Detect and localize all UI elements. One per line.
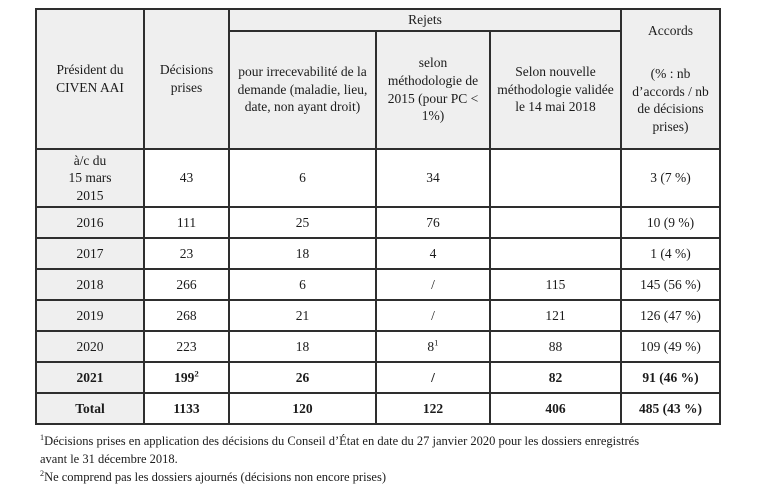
value-cell: 10 (9 %) [620, 206, 722, 240]
value-cell: 1133 [143, 392, 230, 426]
table-row: 2021 1992 26/82 91 (46 %) [35, 361, 722, 395]
value-cell [488, 206, 623, 240]
table-row: 2019 268 21/121 126 (47 %) [35, 299, 722, 333]
value-cell: 23 [143, 237, 230, 271]
table-body: à/c du 15 mars 2015 43 6 34 3 (7 %) 2016 111 25 76… [35, 147, 722, 426]
value-cell: 485 (43 %) [620, 392, 722, 426]
value-cell: 25 [228, 206, 377, 240]
value-cell: 88 [488, 330, 623, 364]
row-label-cell: 2021 [35, 361, 145, 395]
value-cell: 1992 [143, 361, 230, 395]
table-row: à/c du 15 mars 2015 43 6 34 3 (7 %) [35, 147, 722, 209]
header-row-groups: Président du CIVEN AAI Décisions prises … [35, 8, 722, 150]
row-label-cell: à/c du 15 mars 2015 [35, 147, 145, 209]
value-cell: 266 [143, 268, 230, 302]
value-cell: / [375, 361, 491, 395]
value-cell: 1 (4 %) [620, 237, 722, 271]
footnote-marker: 1 [40, 432, 45, 442]
header-rejet-irrecevabilite: pour irrecevabilité de la demande (malad… [228, 29, 377, 150]
footnote: 2Ne comprend pas les dossiers ajournés (… [40, 469, 386, 485]
value-cell: 115 [488, 268, 623, 302]
header-accords: Accords (% : nb d’accords / nb de décisi… [620, 8, 722, 150]
table-row: 2020 223 18 81 88 109 (49 %) [35, 330, 722, 364]
civen-decisions-table: Président du CIVEN AAI Décisions prises … [35, 8, 722, 426]
row-label-cell: 2017 [35, 237, 145, 271]
value-cell: 76 [375, 206, 491, 240]
value-cell: 4 [375, 237, 491, 271]
header-accords-title: Accords [648, 23, 693, 39]
value-cell: 34 [375, 147, 491, 209]
value-cell: 109 (49 %) [620, 330, 722, 364]
header-rejets-group: Rejets [227, 8, 623, 32]
value-cell: 223 [143, 330, 230, 364]
table-row: 2018 266 6/115 145 (56 %) [35, 268, 722, 302]
value-cell: 18 [228, 237, 377, 271]
header-rejet-methodo-2015: selon méthodologie de 2015 (pour PC < 1%… [375, 29, 491, 150]
table-row: 2016 111 25 76 10 (9 %) [35, 206, 722, 240]
value-cell: 91 (46 %) [620, 361, 722, 395]
header-president-civen: Président du CIVEN AAI [35, 8, 145, 150]
value-cell: 121 [488, 299, 623, 333]
value-cell [488, 237, 623, 271]
value-cell: 406 [488, 392, 623, 426]
footnote-marker: 2 [40, 469, 45, 479]
footnote-reference: 2 [194, 368, 199, 379]
value-cell: 82 [488, 361, 623, 395]
value-cell: 18 [228, 330, 377, 364]
value-cell: 120 [228, 392, 377, 426]
value-cell: / [375, 268, 491, 302]
value-cell: 268 [143, 299, 230, 333]
value-cell: 6 [228, 268, 377, 302]
table-row: 2017 23 18 4 1 (4 %) [35, 237, 722, 271]
value-cell: 81 [375, 330, 491, 364]
value-cell: 21 [228, 299, 377, 333]
value-cell: 3 (7 %) [620, 147, 722, 209]
row-label-cell: 2020 [35, 330, 145, 364]
header-accords-subtitle: (% : nb d’accords / nb de décisions pris… [632, 65, 709, 134]
row-label-cell: Total [35, 392, 145, 426]
row-label-cell: 2019 [35, 299, 145, 333]
row-label-cell: 2018 [35, 268, 145, 302]
footnotes: 1Décisions prises en application des déc… [40, 432, 740, 486]
value-cell: 43 [143, 147, 230, 209]
footnote-reference: 1 [434, 337, 439, 348]
value-cell: 6 [228, 147, 377, 209]
header-row-subheaders: pour irrecevabilité de la demande (malad… [36, 29, 720, 150]
table-row: Total 1133 120 122 406 485 (43 %) [35, 392, 722, 426]
header-decisions-prises: Décisions prises [143, 8, 230, 150]
value-cell: 122 [375, 392, 491, 426]
row-label-cell: 2016 [35, 206, 145, 240]
value-cell [488, 147, 623, 209]
value-cell: 145 (56 %) [620, 268, 722, 302]
value-cell: 111 [143, 206, 230, 240]
footnote: 1Décisions prises en application des déc… [40, 432, 640, 467]
value-cell: 26 [228, 361, 377, 395]
header-rejet-methodo-2018: Selon nouvelle méthodologie validée le 1… [488, 29, 623, 150]
value-cell: / [375, 299, 491, 333]
value-cell: 126 (47 %) [620, 299, 722, 333]
